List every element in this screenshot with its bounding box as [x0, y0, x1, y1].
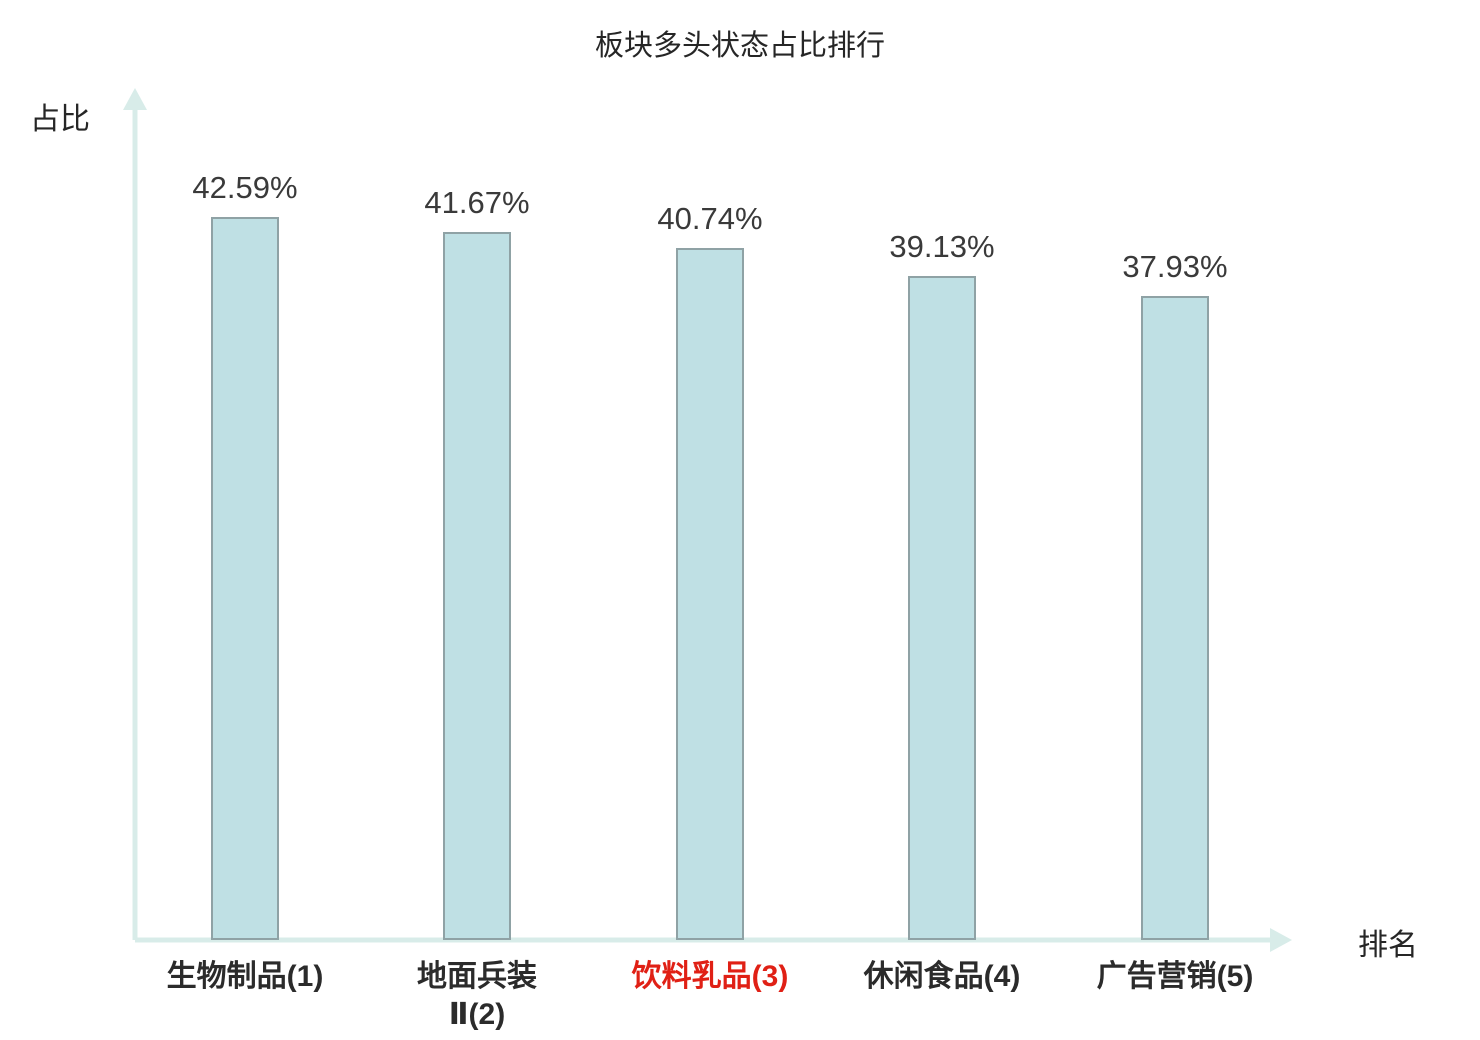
y-axis [123, 88, 147, 940]
up-arrow-icon [123, 88, 147, 110]
bar-value-label-3: 40.74% [657, 201, 763, 236]
bar-value-label-4: 39.13% [889, 229, 995, 264]
chart-title: 板块多头状态占比排行 [594, 30, 885, 62]
bar-value-label-5: 37.93% [1122, 249, 1228, 284]
right-arrow-icon [1270, 928, 1292, 952]
bar-5 [1141, 296, 1209, 940]
x-axis-label: 排名 [1358, 929, 1418, 962]
bar-3 [676, 248, 744, 940]
bar-4 [908, 276, 976, 940]
bar-2 [443, 232, 511, 940]
x-axis [135, 928, 1292, 952]
y-axis-label: 占比 [30, 103, 90, 136]
bar-1 [211, 217, 279, 940]
category-label-5: 广告营销(5) [1096, 960, 1254, 993]
bar-value-label-1: 42.59% [192, 170, 298, 205]
category-label-4: 休闲食品(4) [863, 960, 1021, 993]
category-label-3: 饮料乳品(3) [631, 960, 789, 993]
bar-value-label-2: 41.67% [424, 185, 530, 220]
category-label-1: 生物制品(1) [166, 960, 324, 993]
category-label-2: 地面兵装 Ⅱ(2) [417, 960, 537, 1031]
